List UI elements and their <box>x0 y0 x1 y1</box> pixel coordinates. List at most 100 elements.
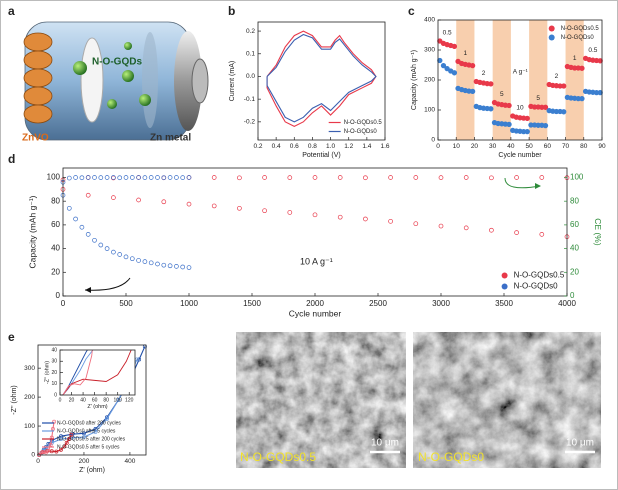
data-point <box>506 121 512 128</box>
shaded-band <box>492 20 511 140</box>
legend-label: N-O-GQDs0.5 <box>514 271 565 280</box>
data-point <box>579 95 585 102</box>
legend-label: N-O-GQDs0.5 <box>561 26 600 32</box>
data-point <box>237 205 242 211</box>
y-tick-label: 20 <box>51 267 60 276</box>
data-point <box>312 212 318 218</box>
legend-label: N-O-GQDs0 <box>344 129 378 135</box>
x-tick-label: 80 <box>103 397 109 403</box>
x-tick-label: 0 <box>36 458 40 465</box>
y2-tick-label: 100 <box>570 173 584 182</box>
y-tick-label: 0.0 <box>246 73 255 80</box>
y-tick-label: 40 <box>51 347 57 353</box>
data-point <box>488 81 494 87</box>
data-point <box>488 106 494 112</box>
data-point <box>579 65 585 71</box>
x-tick-label: 120 <box>125 397 134 403</box>
x-tick-label: 20 <box>471 143 479 150</box>
y-tick-label: 0.1 <box>246 50 255 57</box>
data-point <box>148 175 154 180</box>
x-tick-label: 2000 <box>306 299 324 308</box>
x-tick-label: 200 <box>79 458 90 465</box>
y-axis-label: Current (mA) <box>229 61 236 101</box>
y-tick-label: 20 <box>51 370 57 376</box>
x-tick-label: 0 <box>61 299 66 308</box>
data-point <box>142 259 148 264</box>
data-point <box>98 242 104 248</box>
unit-label: Unit: A g⁻¹ <box>498 69 529 76</box>
data-point <box>82 435 86 440</box>
legend-label: N-O-GQDs0 <box>561 35 595 41</box>
data-point <box>539 232 545 237</box>
legend-label: N-O-GQDs0 after 200 cycles <box>57 420 121 426</box>
series-line <box>62 350 93 395</box>
data-point <box>79 175 85 181</box>
x-tick-label: 40 <box>80 397 86 403</box>
data-point <box>437 38 443 44</box>
schematic-label: ZnVO <box>22 133 49 144</box>
y-tick-label: 200 <box>424 77 435 84</box>
data-point <box>469 62 476 69</box>
x-tick-label: 1.2 <box>344 143 353 150</box>
data-point <box>136 175 141 180</box>
data-point <box>524 115 530 122</box>
data-point <box>82 431 86 436</box>
y2-tick-label: 20 <box>570 267 579 276</box>
x-tick-label: 80 <box>580 143 588 150</box>
y-axis-label: -Z'' (ohm) <box>44 361 50 384</box>
data-point <box>92 237 97 243</box>
data-point <box>73 175 78 180</box>
data-point <box>137 357 142 362</box>
y2-axis-label: CE (%) <box>593 218 603 246</box>
data-point <box>287 210 293 215</box>
data-point <box>287 175 293 180</box>
x-tick-label: 0 <box>436 143 440 150</box>
data-point <box>104 175 110 180</box>
x-tick-label: 60 <box>92 397 98 403</box>
data-point <box>469 88 476 95</box>
sem-image <box>413 332 601 468</box>
x-tick-label: 60 <box>544 143 552 150</box>
data-point <box>129 256 135 262</box>
data-point <box>262 175 267 180</box>
series-line <box>62 350 94 395</box>
sample-label: N-O-GQDs0 <box>418 450 484 464</box>
x-tick-label: 2500 <box>369 299 387 308</box>
y-tick-label: 0 <box>56 291 61 300</box>
data-point <box>597 89 603 96</box>
data-point <box>111 195 116 200</box>
rate-label: 1 <box>464 50 468 57</box>
arrow-head <box>85 287 91 293</box>
data-point <box>174 175 179 180</box>
shaded-band <box>456 20 475 140</box>
x-tick-label: 400 <box>124 458 135 465</box>
data-point <box>161 199 167 205</box>
data-point <box>542 104 549 110</box>
data-point <box>337 214 343 220</box>
rate-label: 5 <box>500 91 504 98</box>
data-point <box>161 175 167 181</box>
y-tick-label: -0.2 <box>244 119 256 126</box>
sem-image <box>236 332 406 468</box>
y2-tick-label: 80 <box>570 196 579 205</box>
y-tick-label: 300 <box>24 365 35 372</box>
panel-label: e <box>8 330 15 344</box>
rate-label: 5 <box>536 95 540 102</box>
data-point <box>69 432 74 437</box>
x-axis-label: Cycle number <box>498 152 542 159</box>
series-line <box>62 350 132 395</box>
legend-label: N-O-GQDs0 after 5 cycles <box>57 428 116 434</box>
arrow <box>504 177 541 189</box>
data-point <box>388 218 393 224</box>
x-tick-label: 1500 <box>243 299 261 308</box>
y-axis-label: Capacity (mAh g⁻¹) <box>27 195 37 268</box>
x-tick-label: 1.4 <box>362 143 371 150</box>
x-axis-label: Cycle number <box>289 309 342 319</box>
x-tick-label: 0.2 <box>253 143 262 150</box>
scale-label: 10 μm <box>566 438 594 449</box>
plot-frame <box>37 344 147 456</box>
x-tick-label: 0.4 <box>272 143 281 150</box>
x-tick-label: 50 <box>525 143 533 150</box>
